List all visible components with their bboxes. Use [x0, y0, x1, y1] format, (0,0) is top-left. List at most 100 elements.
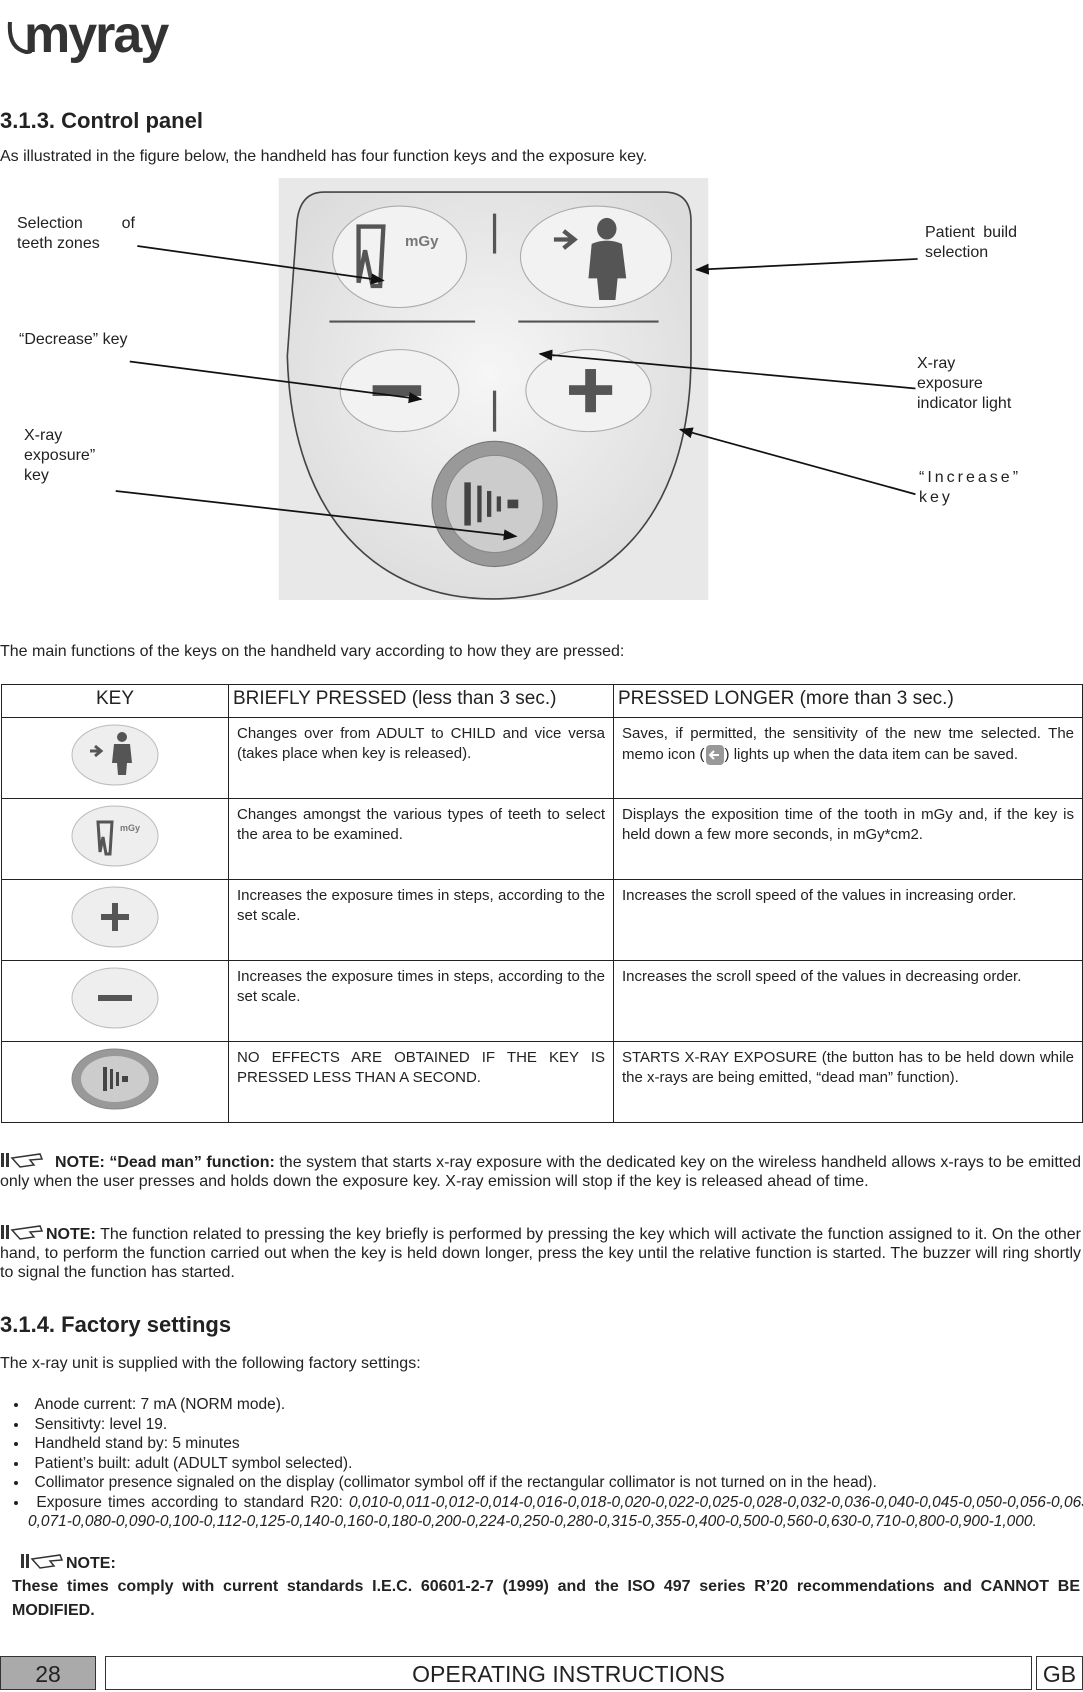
path-shape: [10, 1225, 44, 1240]
note-text: the system that starts x-ray exposure wi…: [0, 1154, 1082, 1190]
ellipse-shape: [81, 1056, 149, 1102]
rect-shape: [585, 369, 597, 413]
brief-cell: NO EFFECTS ARE OBTAINED IF THE KEY IS PR…: [228, 1041, 614, 1123]
td-shape: [1, 960, 229, 1042]
key-icon: [71, 1048, 159, 1110]
line-shape: [678, 427, 916, 496]
section-heading: 3.1.4. Factory settings: [0, 1312, 232, 1337]
rect-shape: [1, 1225, 4, 1239]
figure: mGy Selection of teeth zones Patient bui…: [0, 178, 1083, 600]
setting-text: Exposure times according to standard R20…: [36, 1493, 343, 1511]
rect-shape: [507, 499, 519, 509]
g-shape: [115, 245, 918, 541]
rect-shape: [26, 1554, 29, 1568]
text-shape: mGy: [405, 233, 439, 250]
note: NOTE: “Dead man” function: the system th…: [0, 1150, 1081, 1191]
key-icon: [71, 886, 159, 948]
brief-cell: Changes over from ADULT to CHILD and vic…: [228, 717, 614, 799]
long-cell: Increases the scroll speed of the values…: [613, 879, 1083, 961]
rect-shape: [1, 1153, 4, 1167]
setting: Collimator presence signaled on the disp…: [14, 1473, 1083, 1493]
rect-shape: [372, 385, 422, 397]
rect-shape: [112, 903, 118, 931]
logo-text: myray: [24, 6, 169, 64]
table-intro: The main functions of the keys on the ha…: [0, 643, 625, 660]
long-cell: Displays the exposition time of the toot…: [613, 798, 1083, 880]
key-icon: [71, 967, 159, 1029]
rect-shape: [103, 1067, 107, 1091]
note-text: The function related to pressing the key…: [0, 1226, 1082, 1281]
memo-icon: [705, 745, 724, 765]
path-shape: [96, 820, 114, 856]
logo-mark: [7, 21, 32, 55]
note-text: These times comply with current standard…: [12, 1578, 1080, 1619]
table-header: KEY BRIEFLY PRESSED (less than 3 sec.) PRE…: [1, 684, 1083, 718]
tbody-shape: KEY BRIEFLY PRESSED (less than 3 sec.) PRE…: [1, 684, 1083, 1123]
intro: As illustrated in the figure below, the …: [0, 148, 648, 165]
rect-shape: [6, 1225, 9, 1239]
figure-label: X-ray exposure” key: [24, 427, 96, 484]
path-shape: [7, 21, 32, 55]
rect-shape: [98, 995, 132, 1001]
path-shape: [356, 224, 386, 289]
rect-shape: [477, 485, 482, 523]
header-cell: PRESSED LONGER (more than 3 sec.): [613, 684, 1083, 718]
footer-title: OPERATING INSTRUCTIONS: [105, 1656, 1032, 1690]
note-icon: [1, 1225, 44, 1240]
setting: Anode current: 7 mA (NORM mode).: [14, 1395, 1083, 1415]
rect-shape: [496, 496, 502, 512]
path-shape: [30, 1554, 64, 1569]
rect-shape: [110, 1069, 113, 1089]
figure-label: Patient build selection: [925, 224, 1017, 261]
path-shape: [10, 1153, 44, 1168]
rect-shape: [116, 1072, 119, 1086]
ellipse-shape: [71, 805, 159, 867]
path-shape: [90, 744, 104, 758]
line-shape: [129, 360, 423, 404]
note-label: NOTE: “Dead man” function:: [55, 1154, 275, 1171]
line-shape: [137, 245, 385, 285]
setting: Handheld stand by: 5 minutes: [14, 1434, 1083, 1454]
td-shape: mGy: [1, 798, 229, 880]
path-shape: [553, 229, 578, 250]
note-icon: [21, 1554, 64, 1569]
brief-cell: Increases the exposure times in steps, a…: [228, 960, 614, 1042]
intro: The x-ray unit is supplied with the foll…: [0, 1355, 421, 1372]
note-icon: [1, 1153, 44, 1168]
note-label: NOTE:: [66, 1555, 116, 1572]
header-cell: BRIEFLY PRESSED (less than 3 sec.): [228, 684, 614, 718]
figure-label: X-ray exposure indicator light: [917, 355, 1012, 412]
line-shape: [115, 490, 518, 541]
section-heading: 3.1.3. Control panel: [0, 108, 203, 133]
key-table: KEY BRIEFLY PRESSED (less than 3 sec.) PRE…: [1, 684, 1083, 1123]
line-shape: [538, 349, 916, 390]
tr-shape: Changes over from ADULT to CHILD and vic…: [1, 717, 1083, 799]
rect-shape: [122, 1076, 128, 1082]
rect-shape: [6, 1153, 9, 1167]
long-text: Saves, if permitted, the sensitivity of …: [622, 725, 1074, 763]
line-shape: [694, 258, 918, 275]
page-number: 28: [0, 1656, 96, 1690]
handheld-figure: mGy: [115, 178, 918, 600]
brief-cell: Increases the exposure times in steps, a…: [228, 879, 614, 961]
rect-shape: [486, 490, 492, 517]
long-text: ) lights up when the data item can be sa…: [724, 745, 1019, 763]
key-icon: mGy: [71, 805, 159, 867]
note: NOTE: The function related to pressing t…: [0, 1222, 1081, 1282]
circle-shape: [445, 454, 544, 554]
tr-shape: mGy Changes amongst the various types of…: [1, 798, 1083, 880]
brief-cell: Changes amongst the various types of tee…: [228, 798, 614, 880]
ellipse-shape: [597, 217, 617, 240]
path-shape: [708, 750, 719, 760]
figure-label: Selection of teeth zones: [17, 215, 135, 252]
exposure-values: 0,010-0,011-0,012-0,014-0,016-0,018-0,02…: [28, 1493, 1083, 1531]
path-shape: [588, 240, 627, 300]
figure-label: “Increase” key: [919, 469, 1022, 506]
setting: Patient’s built: adult (ADULT symbol sel…: [14, 1454, 1083, 1474]
figure-label: “Decrease” key: [19, 331, 128, 348]
ellipse-shape: [332, 205, 468, 309]
note-label: NOTE:: [46, 1226, 96, 1243]
long-cell: Saves, if permitted, the sensitivity of …: [613, 717, 1083, 799]
path-shape: [112, 744, 132, 775]
